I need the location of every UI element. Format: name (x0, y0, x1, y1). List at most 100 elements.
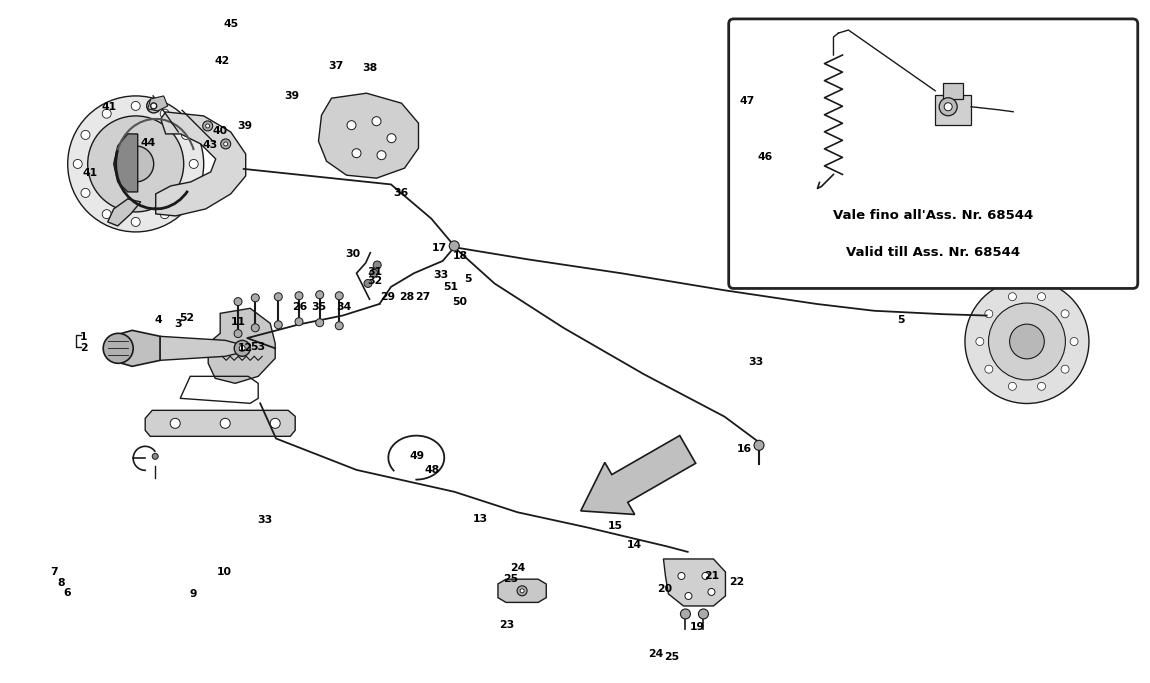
Text: 37: 37 (328, 61, 344, 71)
Text: 3: 3 (175, 320, 182, 329)
Circle shape (296, 318, 302, 326)
Text: Vale fino all'Ass. Nr. 68544: Vale fino all'Ass. Nr. 68544 (833, 210, 1034, 223)
Circle shape (87, 116, 184, 212)
Text: 45: 45 (223, 19, 239, 29)
Text: 44: 44 (140, 139, 156, 148)
Text: 11: 11 (230, 318, 246, 327)
Circle shape (270, 418, 281, 428)
Circle shape (708, 589, 715, 596)
Circle shape (965, 279, 1089, 404)
Circle shape (681, 609, 690, 619)
Text: 26: 26 (292, 303, 308, 312)
Circle shape (336, 322, 343, 330)
Text: 24: 24 (509, 563, 526, 573)
Text: 8: 8 (58, 578, 64, 587)
Text: 15: 15 (607, 521, 623, 531)
Text: 48: 48 (424, 465, 440, 475)
Circle shape (754, 441, 764, 450)
Circle shape (151, 103, 156, 109)
Text: 50: 50 (452, 297, 468, 307)
Circle shape (190, 159, 198, 169)
Circle shape (182, 130, 191, 139)
Circle shape (984, 365, 992, 373)
Circle shape (275, 321, 282, 329)
Circle shape (374, 261, 381, 269)
Text: 49: 49 (409, 451, 426, 460)
Circle shape (160, 109, 169, 118)
Text: 47: 47 (739, 96, 756, 106)
Circle shape (976, 337, 984, 346)
Circle shape (450, 241, 459, 251)
Circle shape (117, 146, 154, 182)
Circle shape (1070, 337, 1078, 346)
Circle shape (944, 102, 952, 111)
Circle shape (239, 346, 245, 351)
Polygon shape (581, 436, 696, 514)
Text: 20: 20 (657, 584, 673, 594)
Circle shape (296, 292, 302, 300)
Circle shape (518, 586, 527, 596)
Text: 5: 5 (465, 274, 471, 283)
Circle shape (377, 151, 386, 160)
Text: 28: 28 (399, 292, 415, 302)
Text: 30: 30 (345, 249, 361, 259)
Text: 21: 21 (704, 571, 720, 581)
Circle shape (1061, 310, 1070, 318)
Text: 4: 4 (155, 315, 162, 324)
Circle shape (104, 333, 133, 363)
Circle shape (1009, 293, 1017, 301)
Text: 40: 40 (212, 126, 228, 136)
Polygon shape (114, 134, 138, 192)
Text: 22: 22 (729, 577, 745, 587)
Circle shape (984, 310, 992, 318)
Circle shape (371, 117, 381, 126)
Text: 24: 24 (647, 649, 664, 658)
Polygon shape (118, 331, 160, 366)
Circle shape (221, 139, 231, 149)
Text: 29: 29 (380, 292, 396, 302)
Text: 13: 13 (473, 514, 489, 524)
Circle shape (316, 319, 323, 326)
Circle shape (336, 292, 343, 300)
Polygon shape (498, 579, 546, 602)
Circle shape (160, 210, 169, 219)
Circle shape (235, 340, 251, 357)
Circle shape (74, 159, 82, 169)
Circle shape (202, 121, 213, 131)
Circle shape (1037, 293, 1045, 301)
Text: 25: 25 (664, 652, 680, 662)
Text: 34: 34 (336, 303, 352, 312)
Circle shape (347, 121, 356, 130)
Text: 33: 33 (748, 357, 764, 367)
Circle shape (520, 589, 524, 593)
Text: 27: 27 (415, 292, 431, 302)
Circle shape (316, 291, 323, 298)
Circle shape (702, 572, 708, 579)
Text: 18: 18 (452, 251, 468, 261)
Bar (935, 95, 972, 125)
Circle shape (1009, 382, 1017, 390)
Text: 5: 5 (897, 315, 904, 324)
Text: 39: 39 (237, 122, 253, 131)
Text: 9: 9 (190, 589, 197, 599)
Polygon shape (147, 96, 168, 111)
Text: 36: 36 (393, 189, 409, 198)
Text: 33: 33 (256, 516, 273, 525)
Text: 19: 19 (689, 622, 705, 632)
Text: 31: 31 (367, 267, 383, 277)
Text: 39: 39 (284, 91, 300, 100)
Circle shape (1037, 382, 1045, 390)
Polygon shape (160, 336, 243, 361)
Text: 41: 41 (101, 102, 117, 112)
Circle shape (940, 98, 957, 115)
Polygon shape (319, 93, 419, 178)
Circle shape (352, 149, 361, 158)
Circle shape (252, 324, 259, 332)
Circle shape (81, 130, 90, 139)
Text: 53: 53 (250, 342, 266, 352)
Circle shape (152, 454, 159, 460)
FancyBboxPatch shape (729, 19, 1137, 288)
Text: 25: 25 (503, 574, 519, 583)
Circle shape (678, 572, 685, 579)
Text: 10: 10 (216, 567, 232, 576)
